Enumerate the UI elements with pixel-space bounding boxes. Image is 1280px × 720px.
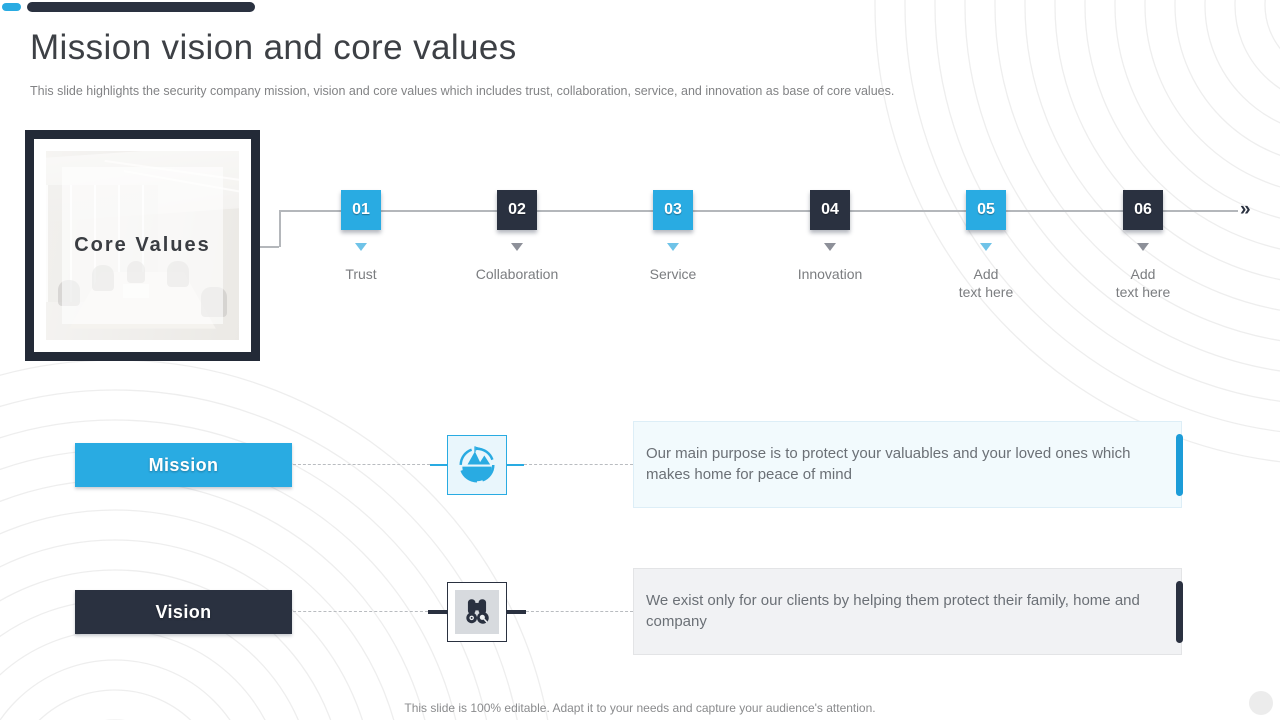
step-label-innovation[interactable]: Innovation (797, 266, 863, 282)
vision-button[interactable]: Vision (75, 590, 292, 634)
mission-solid-segment-left (430, 464, 447, 466)
step-box-02[interactable]: 02 (497, 190, 537, 230)
mission-description-text: Our main purpose is to protect your valu… (646, 445, 1131, 483)
step-box-05[interactable]: 05 (966, 190, 1006, 230)
vision-icon-background (455, 590, 499, 634)
card-connector-vertical (279, 210, 281, 247)
page-title: Mission vision and core values (30, 28, 517, 67)
step-chevron-04 (824, 243, 836, 251)
step-chevron-03 (667, 243, 679, 251)
binoculars-icon (466, 599, 489, 624)
vision-dashed-line-right (526, 611, 633, 612)
step-chevron-02 (511, 243, 523, 251)
timeline-line (279, 210, 1238, 212)
step-chevron-05 (980, 243, 992, 251)
core-values-label: Core Values (74, 234, 211, 256)
mission-solid-segment-right (507, 464, 524, 466)
vision-solid-segment-left (428, 610, 447, 614)
step-box-01[interactable]: 01 (341, 190, 381, 230)
mountain-flag-icon (459, 446, 495, 483)
step-label-add-text-2[interactable]: Add text here (1115, 266, 1171, 301)
step-label-collaboration[interactable]: Collaboration (475, 266, 559, 282)
header-accent-pill (2, 3, 21, 11)
gray-dot-decoration (1249, 691, 1273, 715)
step-label-service[interactable]: Service (649, 266, 697, 282)
step-box-06[interactable]: 06 (1123, 190, 1163, 230)
vision-description-box[interactable]: We exist only for our clients by helping… (633, 568, 1182, 655)
header-accent-bar (27, 2, 255, 12)
vision-dashed-line-left (293, 611, 428, 612)
page-subtitle: This slide highlights the security compa… (30, 84, 895, 98)
vision-accent-bar (1176, 581, 1183, 643)
mission-description-box[interactable]: Our main purpose is to protect your valu… (633, 421, 1182, 508)
step-chevron-06 (1137, 243, 1149, 251)
vision-icon-box[interactable] (447, 582, 507, 642)
vision-description-text: We exist only for our clients by helping… (646, 592, 1140, 630)
timeline-end-arrow: » (1240, 199, 1251, 220)
step-label-add-text-1[interactable]: Add text here (958, 266, 1014, 301)
core-values-card[interactable]: Core Values (25, 130, 260, 361)
card-connector-horizontal (260, 246, 279, 248)
mission-dashed-line-right (524, 464, 633, 465)
step-box-03[interactable]: 03 (653, 190, 693, 230)
mission-button[interactable]: Mission (75, 443, 292, 487)
step-box-04[interactable]: 04 (810, 190, 850, 230)
mission-accent-bar (1176, 434, 1183, 496)
step-chevron-01 (355, 243, 367, 251)
mission-dashed-line-left (293, 464, 430, 465)
step-label-trust[interactable]: Trust (345, 266, 377, 282)
core-values-photo: Core Values (46, 151, 239, 340)
footer-note: This slide is 100% editable. Adapt it to… (404, 701, 876, 715)
photo-overlay-panel (62, 167, 223, 324)
vision-solid-segment-right (507, 610, 526, 614)
mission-icon-box[interactable] (447, 435, 507, 495)
